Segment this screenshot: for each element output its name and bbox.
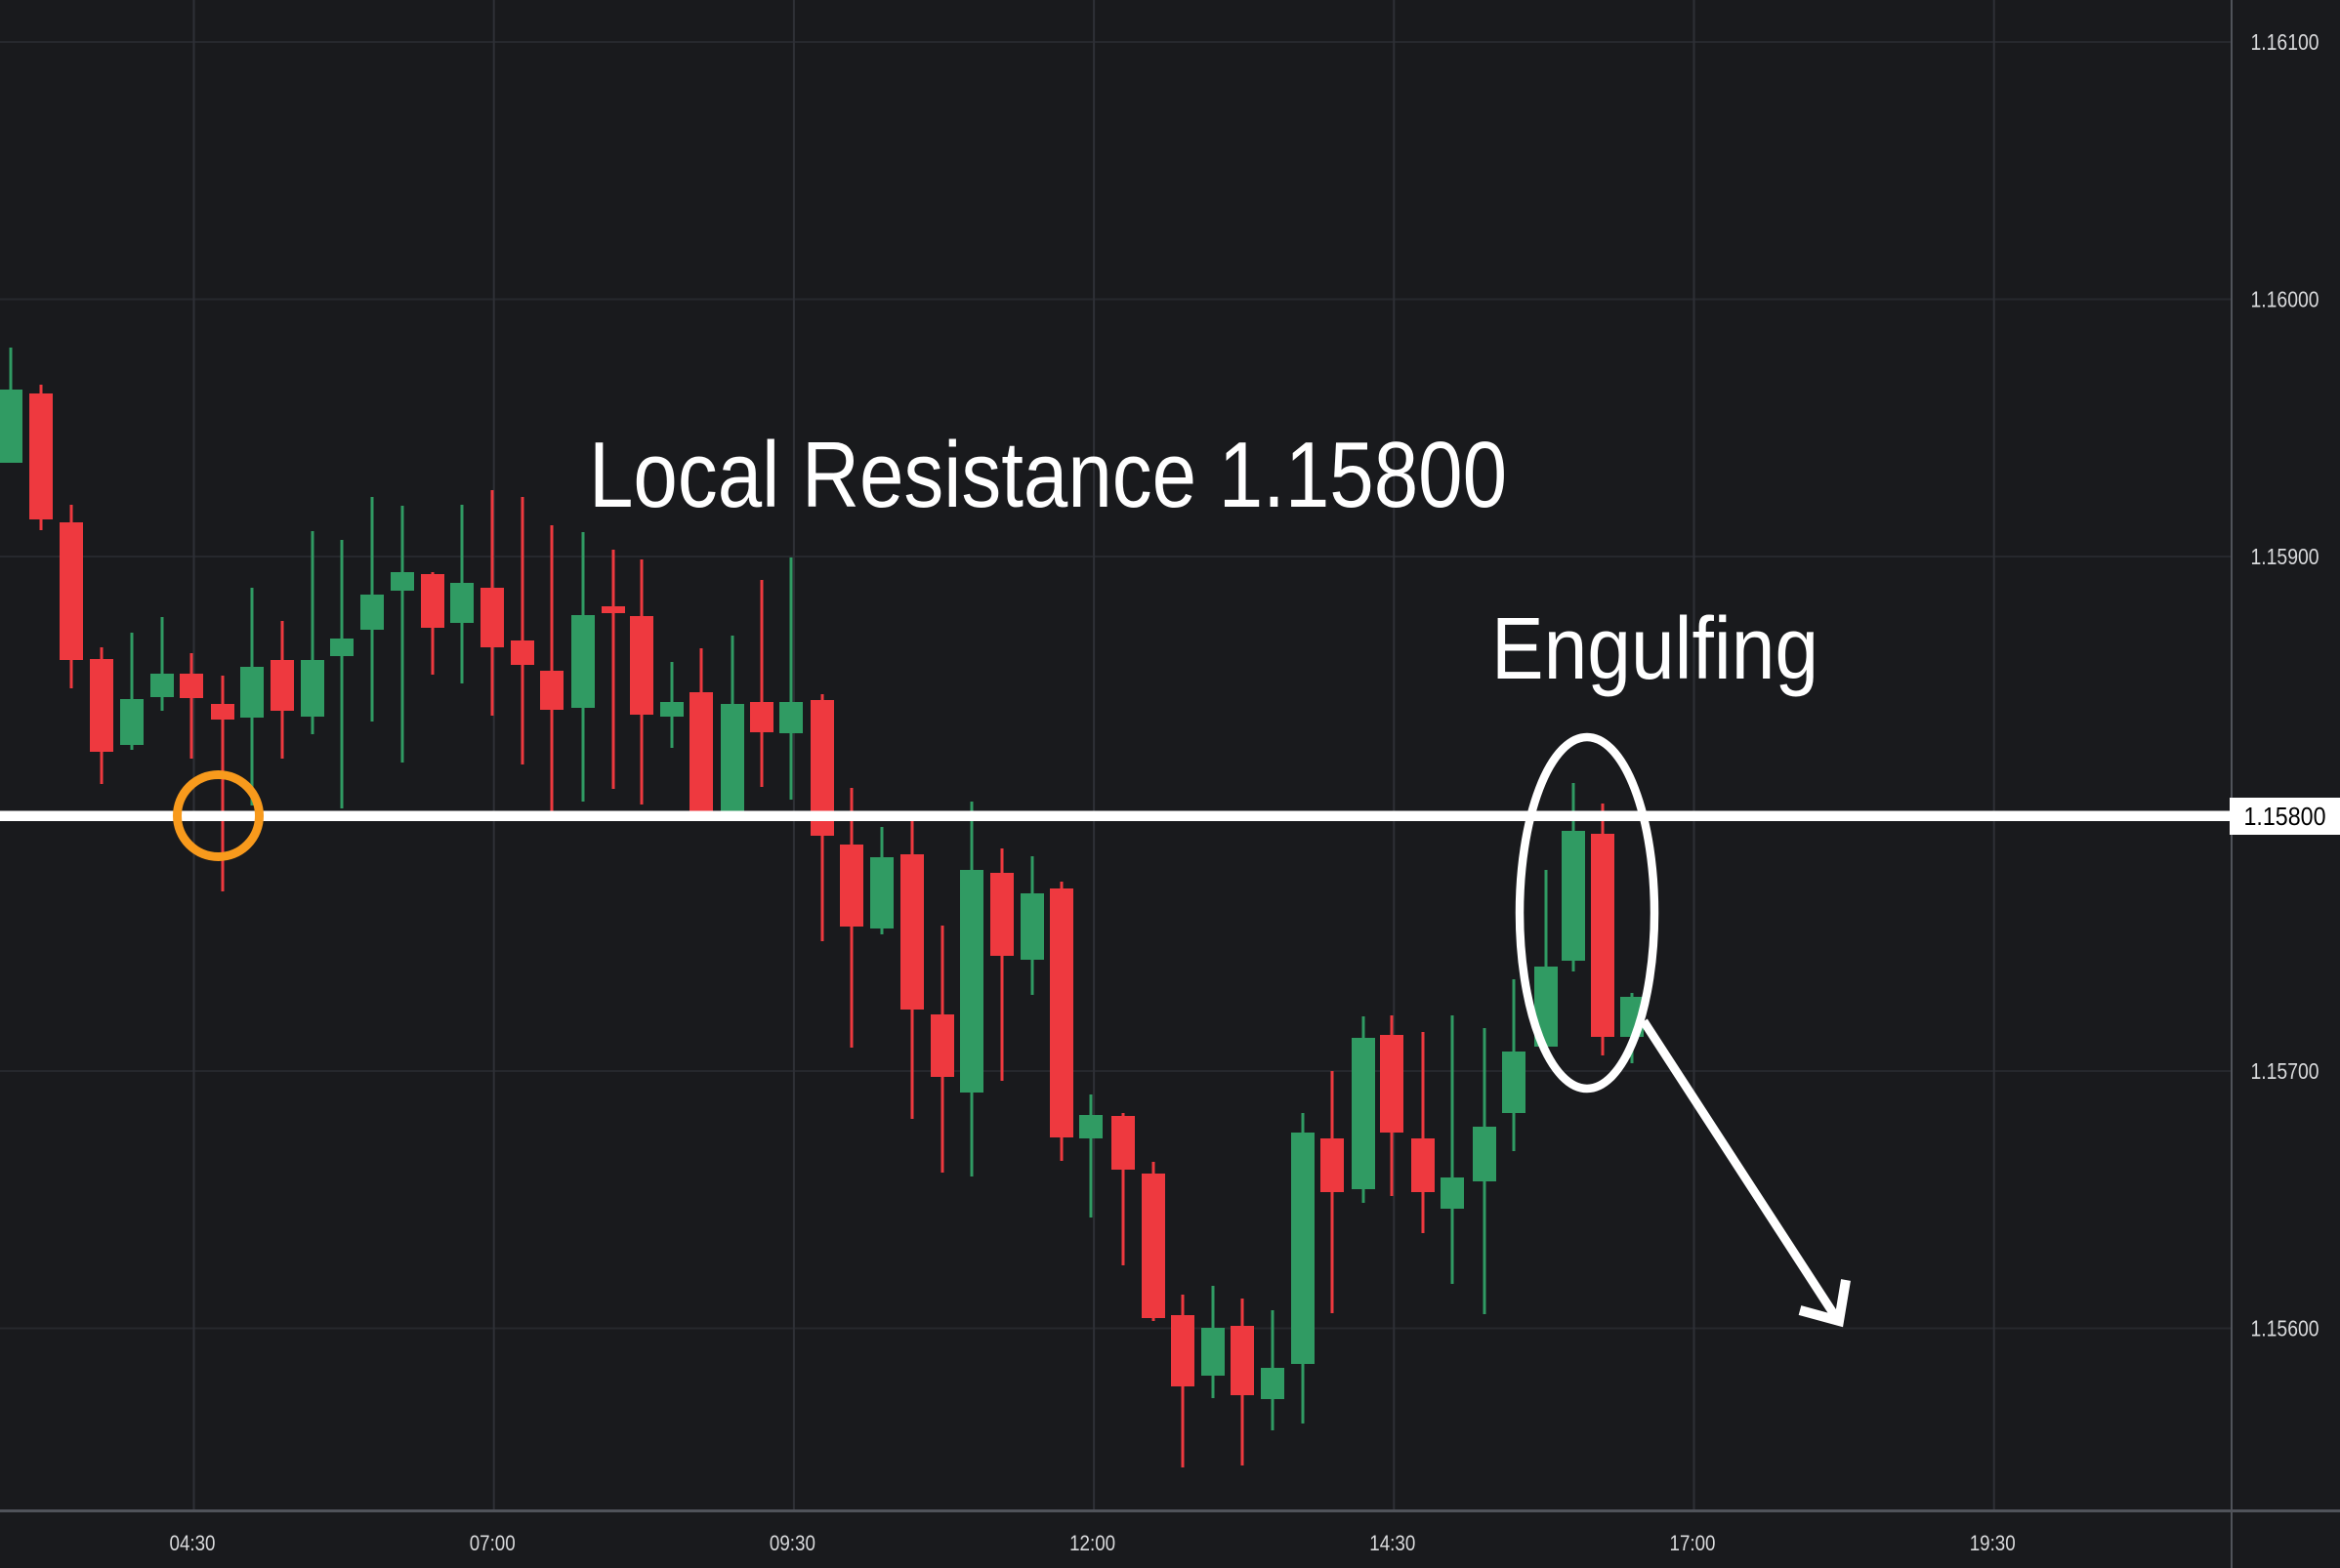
svg-text:14:30: 14:30 [1369, 1531, 1415, 1555]
svg-text:1.16000: 1.16000 [2251, 287, 2319, 312]
svg-text:1.15900: 1.15900 [2251, 544, 2319, 569]
svg-text:17:00: 17:00 [1670, 1531, 1716, 1555]
svg-text:1.15800: 1.15800 [2244, 802, 2326, 831]
svg-text:07:00: 07:00 [470, 1531, 516, 1555]
svg-text:04:30: 04:30 [170, 1531, 216, 1555]
svg-text:Engulfing: Engulfing [1491, 600, 1818, 698]
svg-text:09:30: 09:30 [770, 1531, 815, 1555]
svg-text:1.15600: 1.15600 [2251, 1316, 2319, 1341]
svg-text:12:00: 12:00 [1069, 1531, 1115, 1555]
svg-text:1.16100: 1.16100 [2251, 29, 2319, 55]
svg-text:Local Resistance 1.15800: Local Resistance 1.15800 [589, 422, 1507, 527]
svg-text:19:30: 19:30 [1970, 1531, 2016, 1555]
svg-text:1.15700: 1.15700 [2251, 1058, 2319, 1084]
